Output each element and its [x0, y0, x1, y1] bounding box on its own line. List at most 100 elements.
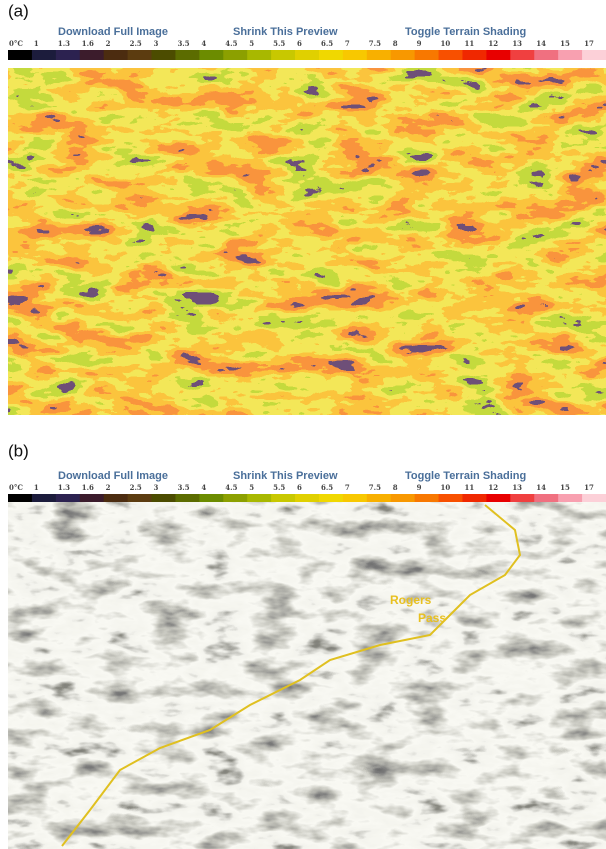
legend-swatch: [175, 494, 200, 502]
legend-swatch: [558, 50, 583, 60]
legend-label: 3.5: [177, 39, 189, 48]
legend-label: 1: [34, 39, 39, 48]
legend-label: 15: [560, 39, 570, 48]
legend-swatch: [462, 50, 487, 60]
legend-label: 1.6: [82, 483, 94, 492]
legend-swatch: [247, 50, 272, 60]
legend-label: 9: [417, 483, 422, 492]
toolbar-link[interactable]: Shrink This Preview: [233, 26, 338, 38]
legend-label: 8: [393, 39, 398, 48]
legend-label: 1.6: [82, 39, 94, 48]
legend-swatch: [366, 494, 392, 502]
legend-swatch: [8, 494, 33, 502]
legend-swatch: [486, 50, 511, 60]
legend-swatch: [390, 494, 416, 502]
legend-swatch: [438, 50, 463, 60]
legend-label: 14: [536, 39, 546, 48]
legend-swatch: [103, 494, 129, 502]
legend-label: 14: [536, 483, 546, 492]
legend-swatch: [414, 494, 440, 502]
legend-label: 10: [441, 483, 451, 492]
legend-swatch: [223, 50, 248, 60]
legend-label: 7: [345, 483, 350, 492]
toolbar-link[interactable]: Download Full Image: [58, 26, 168, 38]
legend-swatch: [103, 50, 129, 60]
toolbar-link[interactable]: Download Full Image: [58, 470, 168, 482]
legend-label: 2.5: [130, 483, 142, 492]
legend-swatch: [55, 50, 81, 60]
legend-swatch: [247, 494, 272, 502]
legend-swatch: [438, 494, 463, 502]
shaded-relief-map: [8, 498, 606, 849]
legend-swatch: [510, 50, 535, 60]
legend-label: 3: [154, 483, 159, 492]
legend-swatch: [175, 50, 200, 60]
legend-label: 4: [201, 39, 206, 48]
legend-label: 1: [34, 483, 39, 492]
legend-label: 2.5: [130, 39, 142, 48]
legend-label: 10: [441, 39, 451, 48]
toolbar-link[interactable]: Toggle Terrain Shading: [405, 470, 526, 482]
legend-label: 11: [464, 39, 474, 48]
legend-swatch: [414, 50, 440, 60]
legend-label: 7.5: [369, 39, 381, 48]
legend-label: 1.3: [58, 39, 70, 48]
legend-swatch: [462, 494, 487, 502]
legend-label: 17: [584, 39, 594, 48]
legend-label: 1.3: [58, 483, 70, 492]
legend-label: 8: [393, 483, 398, 492]
legend-label: 5: [249, 483, 254, 492]
legend-swatch: [558, 494, 583, 502]
legend-swatch: [486, 494, 511, 502]
legend-label: 13: [512, 39, 522, 48]
legend-swatch: [31, 494, 57, 502]
legend-label: 3.5: [177, 483, 189, 492]
legend-label: 3: [154, 39, 159, 48]
highway-route: [61, 504, 522, 847]
panel-label: (a): [8, 1, 29, 20]
legend-swatch: [582, 494, 606, 502]
legend-label: 6.5: [321, 39, 333, 48]
legend-label: 2: [106, 483, 111, 492]
legend-label: 7.5: [369, 483, 381, 492]
toolbar-link[interactable]: Toggle Terrain Shading: [405, 26, 526, 38]
legend-swatch: [510, 494, 535, 502]
legend-label: 2: [106, 39, 111, 48]
legend-swatch: [151, 494, 176, 502]
legend-label: 6.5: [321, 483, 333, 492]
map-label: Rogers: [390, 593, 432, 607]
legend-label: 11: [464, 483, 474, 492]
legend-swatch: [55, 494, 81, 502]
legend-label: 17: [584, 483, 594, 492]
toolbar-link[interactable]: Shrink This Preview: [233, 470, 338, 482]
legend-swatch: [127, 50, 153, 60]
legend-swatch: [342, 494, 368, 502]
legend-label: 6: [297, 483, 302, 492]
legend-label: 12: [488, 483, 498, 492]
legend-label: 12: [488, 39, 498, 48]
legend-swatch: [79, 494, 105, 502]
legend-label: 5.5: [273, 483, 285, 492]
legend-label: 15: [560, 483, 570, 492]
legend-label: 13: [512, 483, 522, 492]
legend-swatch: [366, 50, 392, 60]
legend-swatch: [127, 494, 153, 502]
legend-label: 9: [417, 39, 422, 48]
legend-label: 0°C: [9, 483, 23, 492]
legend-swatch: [223, 494, 248, 502]
legend-swatch: [271, 50, 296, 60]
legend-label: 4.5: [225, 483, 237, 492]
legend-swatch: [582, 50, 606, 60]
temperature-map: [8, 68, 606, 415]
legend-swatch: [8, 50, 33, 60]
legend-swatch: [342, 50, 368, 60]
legend-label: 0°C: [9, 39, 23, 48]
legend-swatch: [534, 50, 559, 60]
legend-label: 4.5: [225, 39, 237, 48]
legend-swatch: [199, 50, 224, 60]
legend-swatch: [31, 50, 57, 60]
legend-swatch: [534, 494, 559, 502]
legend-swatch: [151, 50, 176, 60]
legend-swatch: [318, 494, 344, 502]
